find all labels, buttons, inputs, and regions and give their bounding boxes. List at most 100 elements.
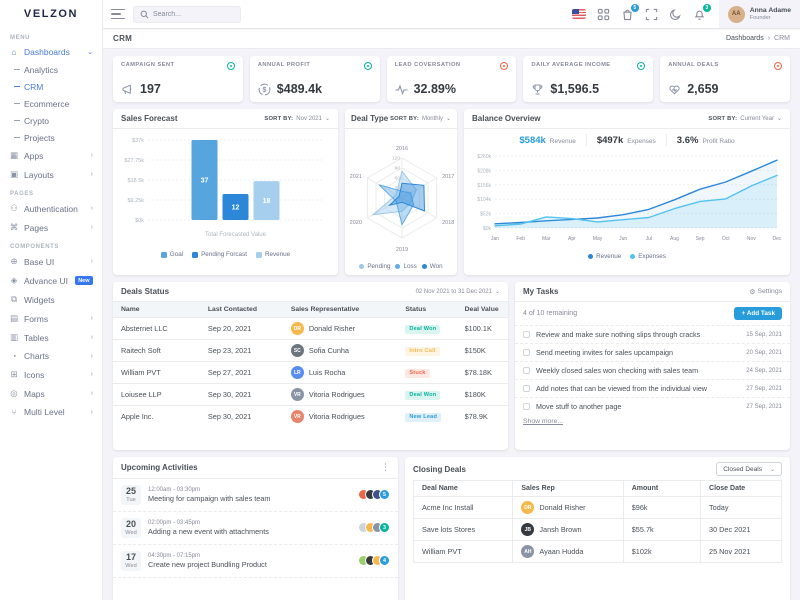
sidebar-item-maps[interactable]: ◎ Maps ›: [10, 388, 93, 399]
tasks-settings-button[interactable]: ⚙ Settings: [749, 288, 782, 296]
sidebar-item-projects[interactable]: Projects: [0, 129, 102, 146]
add-task-button[interactable]: + Add Task: [734, 307, 782, 320]
avatar: AA: [727, 5, 745, 23]
svg-text:Jul: Jul: [646, 236, 652, 242]
stat-card-campaign-sent: CAMPAIGN SENT 197: [113, 56, 243, 102]
fullscreen-icon: [645, 8, 657, 20]
svg-text:37: 37: [201, 178, 209, 185]
kebab-menu-icon[interactable]: ⋮: [381, 462, 390, 472]
svg-text:90: 90: [395, 166, 401, 172]
sidebar-item-dashboards[interactable]: ⌂ Dashboards ⌄: [0, 43, 102, 61]
task-item: Add notes that can be viewed from the in…: [515, 379, 790, 397]
dark-mode-toggle[interactable]: [669, 8, 682, 21]
svg-text:2019: 2019: [396, 247, 408, 253]
sales-forecast-legend: Goal Pending Forcast Revenue: [113, 249, 338, 263]
balance-overview-sort-dropdown[interactable]: SORT BY: Current Year ⌄: [708, 115, 782, 123]
sidebar-item-authentication[interactable]: ⚇ Authentication ›: [10, 203, 93, 214]
activity-item: 20 Wed 02:00pm - 03:45pm Adding a new even…: [113, 512, 398, 545]
table-row[interactable]: Save lots Stores JB Jansh Brown $55.7k 30 …: [412, 518, 782, 541]
sales-forecast-sort-dropdown[interactable]: SORT BY: Nov 2021 ⌄: [264, 115, 330, 123]
balance-overview-panel: Balance Overview SORT BY: Current Year ⌄ $…: [464, 109, 790, 275]
sidebar-section-components: COMPONENTS: [10, 244, 60, 250]
brand-logo[interactable]: VELZON: [23, 8, 79, 20]
user-role: Founder: [749, 15, 771, 22]
svg-text:$18.5k: $18.5k: [127, 178, 144, 184]
sidebar-item-advance-ui[interactable]: ◈ Advance UI New: [0, 271, 102, 290]
sidebar-item-apps[interactable]: ▦ Apps ›: [9, 150, 93, 161]
svg-text:$52k: $52k: [480, 212, 491, 218]
sidebar-item-base-ui[interactable]: ⊕ Base UI ›: [10, 256, 93, 267]
megaphone-icon: [121, 83, 134, 96]
search-input[interactable]: [153, 10, 233, 18]
table-row[interactable]: Acme Inc Install DR Donald Risher $96k Tod…: [412, 496, 782, 519]
language-flag-button[interactable]: [571, 9, 586, 19]
panel-title: Upcoming Activities: [121, 463, 198, 472]
table-row[interactable]: Raitech Soft Sep 23, 2021 SC Sofia Cunha I…: [113, 339, 508, 362]
svg-text:Aug: Aug: [670, 236, 679, 242]
notifications-button[interactable]: 3: [693, 3, 711, 21]
share-icon: ⑂: [11, 407, 17, 417]
svg-text:120: 120: [392, 156, 400, 162]
task-checkbox[interactable]: [523, 331, 530, 338]
status-indicator-icon: [637, 62, 646, 70]
task-checkbox[interactable]: [523, 403, 530, 410]
table-row[interactable]: Loiusee LLP Sep 30, 2021 VR Vitoria Rodrig…: [113, 383, 508, 406]
sidebar-item-crypto[interactable]: Crypto: [0, 112, 102, 129]
my-tasks-panel: My Tasks ⚙ Settings 4 of 10 remaining + A…: [515, 282, 790, 450]
show-more-link[interactable]: Show more...: [523, 418, 564, 425]
map-pin-icon: ◎: [10, 388, 18, 398]
svg-text:2018: 2018: [442, 220, 454, 226]
sidebar-item-charts[interactable]: ◔ Charts ›: [0, 347, 102, 365]
status-indicator-icon: [500, 62, 509, 70]
table-row[interactable]: William PVT Sep 27, 2021 LR Luis Rocha Stu…: [113, 361, 508, 384]
chevron-down-icon: ⌄: [494, 289, 500, 295]
upcoming-activities-panel: Upcoming Activities ⋮ 25 Tue 12:00am - 03…: [113, 457, 398, 600]
sidebar-item-pages[interactable]: ⌘ Pages ›: [9, 222, 93, 233]
chevron-right-icon: ›: [90, 352, 93, 360]
cart-button[interactable]: 5: [621, 3, 639, 21]
status-indicator-icon: [773, 62, 782, 70]
table-icon: ▥: [9, 332, 19, 342]
sidebar-item-multi-level[interactable]: ⑂ Multi Level ›: [0, 403, 102, 421]
menu-toggle-button[interactable]: [111, 9, 125, 19]
date-tile: 20 Wed: [121, 517, 141, 538]
table-row[interactable]: Absternet LLC Sep 20, 2021 DR Donald Rishe…: [113, 317, 508, 340]
task-checkbox[interactable]: [523, 367, 530, 374]
svg-text:$37k: $37k: [132, 138, 144, 144]
avatar: VR: [290, 388, 304, 401]
fullscreen-button[interactable]: [645, 8, 658, 21]
svg-text:$104k: $104k: [477, 197, 491, 203]
bottom-row: Upcoming Activities ⋮ 25 Tue 12:00am - 03…: [113, 457, 790, 600]
sidebar-item-layouts[interactable]: ▣ Layouts ›: [9, 169, 93, 180]
user-menu[interactable]: AA Anna Adame Founder: [718, 0, 800, 28]
sidebar-item-crm[interactable]: CRM: [0, 78, 102, 95]
home-icon: ⌂: [11, 47, 17, 57]
dollar-circle-icon: $: [258, 83, 271, 96]
sidebar-item-tables[interactable]: ▥ Tables ›: [9, 332, 93, 343]
table-row[interactable]: William PVT AH Ayaan Hudda $102k 25 Nov 20…: [412, 540, 782, 563]
chevron-right-icon: ›: [90, 390, 93, 397]
shopping-bag-icon: [623, 9, 632, 20]
copy-icon: ⧉: [10, 294, 18, 304]
sidebar-item-widgets[interactable]: ⧉ Widgets: [10, 294, 55, 305]
deal-type-sort-dropdown[interactable]: SORT BY: Monthly ⌄: [390, 115, 451, 123]
sidebar-item-analytics[interactable]: Analytics: [0, 61, 102, 78]
task-checkbox[interactable]: [523, 349, 530, 356]
task-item: Send meeting invites for sales upcampaig…: [515, 343, 790, 361]
table-row[interactable]: Apple Inc. Sep 30, 2021 VR Vitoria Rodrigu…: [113, 405, 508, 427]
task-checkbox[interactable]: [523, 385, 530, 392]
avatar: DR: [290, 322, 304, 335]
closing-deals-filter-select[interactable]: Closed Deals ⌄: [716, 462, 782, 476]
sidebar-item-icons[interactable]: ⊞ Icons ›: [10, 369, 93, 380]
search-box[interactable]: [133, 5, 241, 23]
sidebar-item-forms[interactable]: ▤ Forms ›: [9, 313, 93, 324]
sidebar-item-ecommerce[interactable]: Ecommerce: [0, 95, 102, 112]
status-badge: Deal Won: [405, 324, 441, 334]
web-apps-button[interactable]: [597, 8, 610, 21]
closing-deals-panel: Closing Deals Closed Deals ⌄ Deal Name Sal…: [405, 457, 790, 600]
deals-date-range-dropdown[interactable]: 02 Nov 2021 to 31 Dec 2021 ⌄: [415, 288, 500, 296]
chevron-right-icon: ›: [90, 258, 93, 265]
breadcrumb-parent[interactable]: Dashboards: [725, 35, 764, 42]
svg-text:18: 18: [263, 198, 271, 205]
